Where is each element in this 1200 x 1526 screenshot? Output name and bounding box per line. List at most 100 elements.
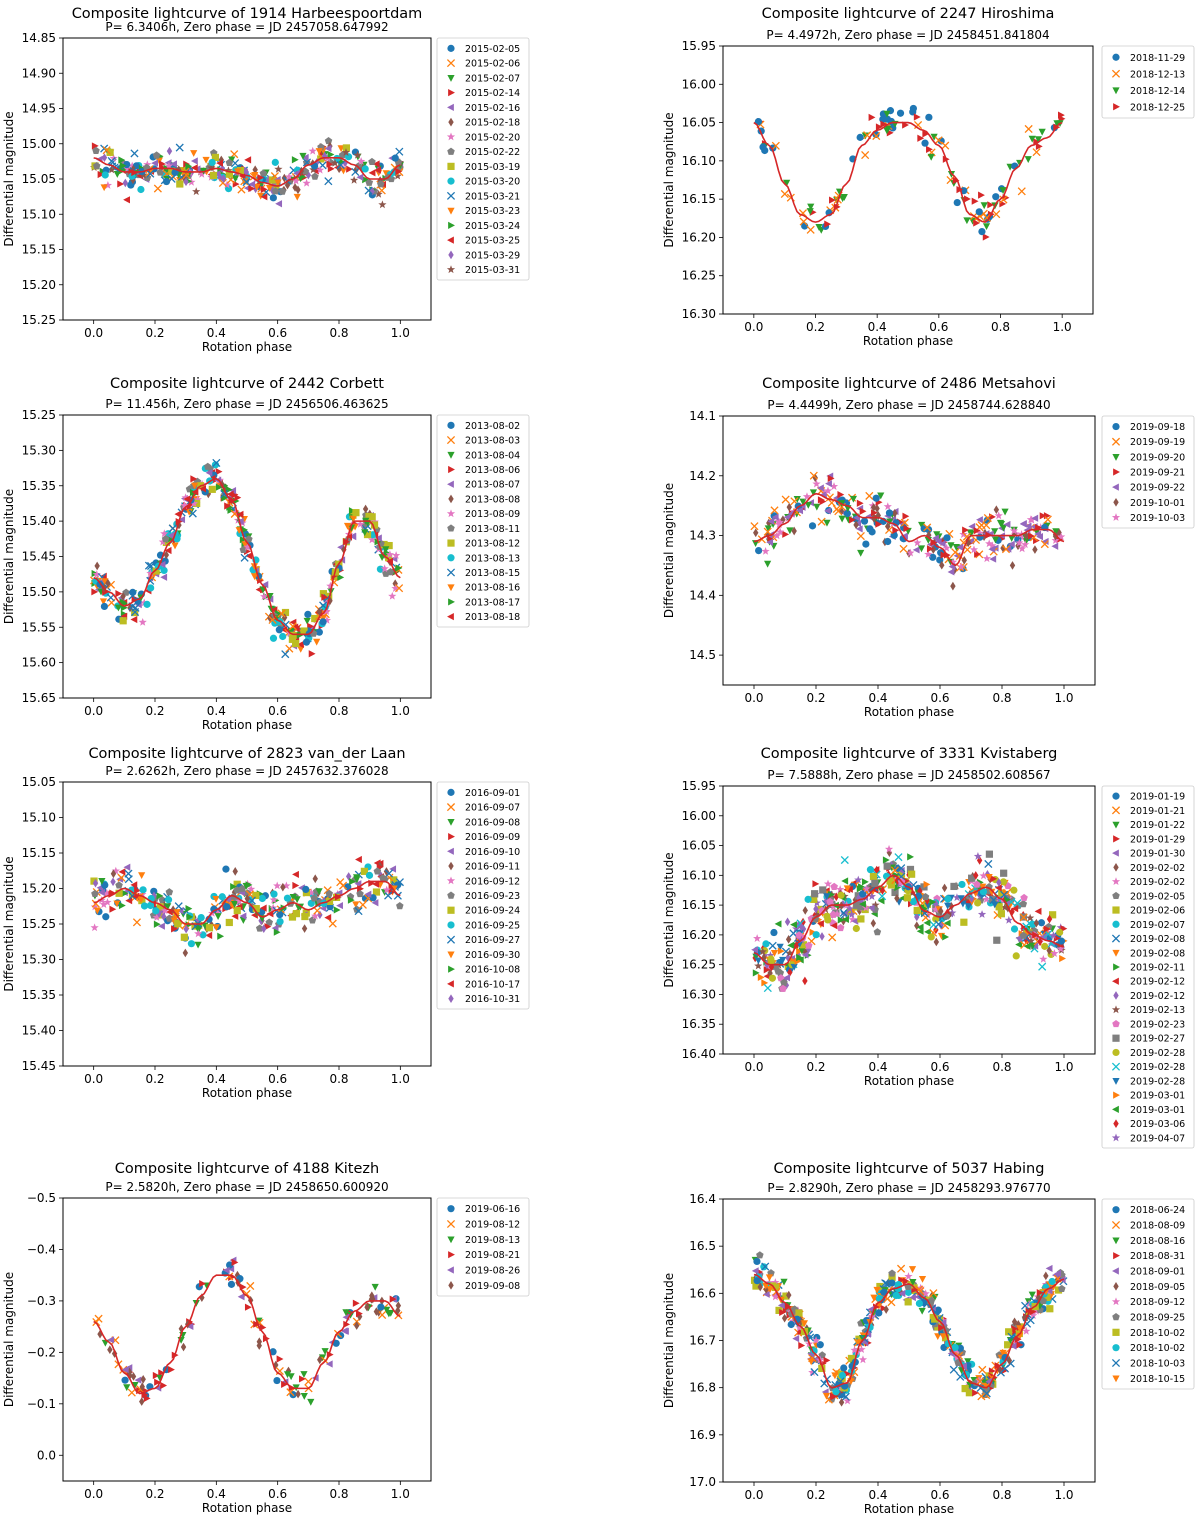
data-point	[103, 181, 113, 189]
data-point	[866, 525, 874, 533]
data-point	[856, 133, 864, 141]
data-point	[883, 110, 891, 118]
data-point	[861, 878, 869, 886]
data-point	[777, 947, 785, 955]
y-tick-label: −0.5	[27, 1191, 56, 1205]
legend-marker	[447, 162, 455, 170]
data-point	[880, 1304, 888, 1312]
data-point	[218, 893, 226, 901]
data-point	[92, 878, 99, 888]
legend-label: 2013-08-07	[465, 480, 520, 491]
data-point	[843, 509, 851, 518]
x-tick-label: 1.0	[1053, 320, 1072, 334]
data-point	[931, 905, 940, 914]
data-point	[1016, 1325, 1024, 1333]
legend-marker	[1112, 1328, 1120, 1336]
data-point	[327, 150, 335, 159]
legend-label: 2016-09-24	[465, 906, 520, 917]
legend-marker	[446, 436, 456, 445]
legend-label: 2018-08-09	[1130, 1221, 1185, 1232]
data-point	[982, 895, 991, 903]
data-point	[774, 516, 783, 525]
data-point	[796, 947, 803, 955]
data-point	[295, 1389, 301, 1399]
data-point	[1057, 532, 1066, 541]
data-point	[908, 870, 916, 878]
x-tick-label: 0.0	[84, 704, 103, 718]
data-point	[951, 1343, 959, 1352]
data-point	[123, 1384, 131, 1392]
legend-marker	[447, 1266, 454, 1274]
data-point	[362, 176, 369, 184]
data-point	[921, 139, 929, 147]
data-point	[835, 1383, 844, 1392]
data-point	[838, 515, 846, 523]
data-point	[187, 940, 196, 948]
data-point	[297, 640, 304, 649]
data-point	[121, 1376, 129, 1384]
data-point	[1024, 124, 1033, 134]
x-tick-label: 0.0	[744, 320, 763, 334]
data-point	[312, 874, 318, 884]
legend-marker	[1111, 69, 1121, 78]
data-point	[278, 187, 287, 195]
data-point	[751, 946, 759, 954]
legend-label: 2018-12-13	[1130, 69, 1185, 80]
y-tick-label: 16.4	[689, 1192, 716, 1206]
data-point	[810, 1368, 819, 1377]
data-point	[259, 169, 268, 177]
data-point	[944, 902, 952, 910]
data-point	[292, 910, 301, 918]
legend-label: 2015-02-14	[465, 88, 520, 99]
data-point	[208, 485, 216, 493]
legend: 2019-06-16 2019-08-12 2019-08-13 2019-08-21…	[436, 1197, 530, 1297]
y-tick-label: 14.5	[689, 648, 716, 662]
legend-label: 2019-09-19	[1130, 437, 1185, 448]
data-point	[392, 551, 401, 559]
legend-label: 2019-02-02	[1130, 863, 1185, 874]
y-tick-label: 16.00	[682, 77, 716, 91]
data-point	[205, 924, 214, 932]
data-point	[754, 957, 762, 965]
data-point	[978, 228, 986, 236]
chart-panel-2442-corbett: Composite lightcurve of 2442 Corbett P= 1…	[0, 370, 600, 740]
data-point	[144, 561, 154, 570]
data-point	[1049, 931, 1058, 940]
data-point	[915, 1299, 924, 1308]
legend-marker	[448, 1281, 454, 1290]
data-point	[190, 150, 198, 157]
data-point	[877, 897, 885, 905]
data-point	[325, 903, 334, 912]
data-point	[131, 1381, 139, 1389]
data-point	[836, 885, 845, 893]
data-point	[934, 920, 943, 929]
data-point	[164, 896, 173, 904]
legend-label: 2015-03-19	[465, 162, 520, 173]
data-point	[243, 167, 250, 177]
data-point	[872, 131, 881, 141]
data-point	[229, 487, 237, 495]
y-tick-label: 15.40	[22, 514, 56, 528]
data-point	[885, 522, 891, 531]
y-tick-label: 15.20	[22, 882, 56, 896]
data-point	[888, 1279, 896, 1287]
chart-svg: Composite lightcurve of 2247 Hiroshima P=…	[662, 6, 1195, 348]
data-point	[238, 884, 247, 892]
x-tick-label: 0.0	[744, 1488, 763, 1502]
data-point	[900, 518, 909, 527]
data-point	[180, 1342, 187, 1352]
data-point	[178, 1324, 185, 1334]
legend-marker	[447, 524, 455, 532]
data-point	[118, 156, 126, 164]
x-tick-label: 0.8	[329, 1072, 348, 1086]
data-point	[798, 1341, 806, 1350]
data-point	[234, 168, 242, 176]
data-point	[771, 1292, 780, 1301]
data-point	[233, 880, 241, 888]
x-tick-label: 0.4	[868, 691, 887, 705]
data-point	[293, 193, 301, 201]
data-point	[176, 180, 184, 188]
data-point	[139, 886, 147, 894]
scatter-points	[90, 855, 404, 958]
data-point	[370, 521, 379, 529]
